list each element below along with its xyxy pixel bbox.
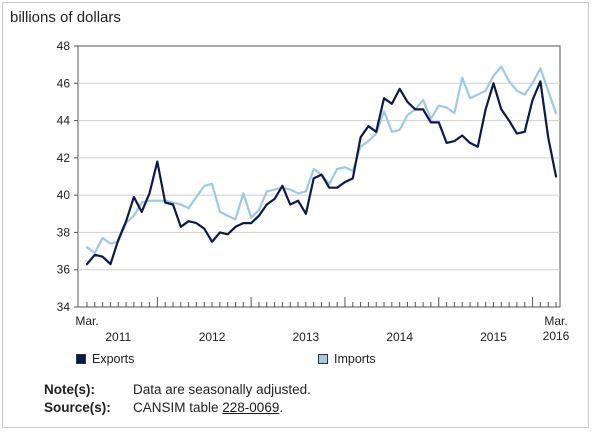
x-year-label-2013: 2013 xyxy=(293,330,320,344)
x-start-label: Mar. xyxy=(75,314,98,328)
y-tick-label-42: 42 xyxy=(57,151,71,165)
notes-block: Note(s): Data are seasonally adjusted. S… xyxy=(44,381,311,417)
y-axis-title: billions of dollars xyxy=(10,9,121,26)
source-table-link[interactable]: 228-0069 xyxy=(222,400,280,415)
y-tick-label-44: 44 xyxy=(57,114,71,128)
legend-item-exports: Exports xyxy=(76,352,134,366)
source-prefix: CANSIM table xyxy=(133,400,223,415)
y-tick-label-40: 40 xyxy=(57,188,71,202)
series-lines xyxy=(85,65,558,266)
y-axis: 34 36 38 40 42 44 46 48 xyxy=(57,39,78,314)
note-label: Note(s): xyxy=(44,382,95,397)
grid-lines xyxy=(78,82,560,271)
source-label: Source(s): xyxy=(44,400,111,415)
legend-item-imports: Imports xyxy=(318,352,376,366)
y-tick-label-34: 34 xyxy=(57,300,71,314)
note-text: Data are seasonally adjusted. xyxy=(133,382,311,397)
x-end-label-bottom: 2016 xyxy=(543,329,570,343)
legend-imports-label: Imports xyxy=(334,352,376,366)
y-tick-label-38: 38 xyxy=(57,225,71,239)
y-tick-label-36: 36 xyxy=(57,263,71,277)
series-line-exports xyxy=(85,80,558,266)
x-year-label-2015: 2015 xyxy=(480,330,507,344)
x-year-label-2014: 2014 xyxy=(386,330,413,344)
legend-exports-label: Exports xyxy=(92,352,135,366)
imports-swatch xyxy=(318,354,328,364)
y-tick-label-48: 48 xyxy=(57,39,71,53)
x-year-label-2012: 2012 xyxy=(199,330,226,344)
source-suffix: . xyxy=(279,400,284,415)
exports-swatch xyxy=(76,354,86,364)
y-tick-label-46: 46 xyxy=(57,76,71,90)
x-year-label-2011: 2011 xyxy=(105,330,131,344)
source-text: CANSIM table 228-0069. xyxy=(133,399,283,417)
x-axis: 2011 2012 2013 2014 2015 xyxy=(86,297,557,344)
note-row: Note(s): Data are seasonally adjusted. xyxy=(44,381,311,399)
source-row: Source(s): CANSIM table 228-0069. xyxy=(44,399,311,417)
x-end-label-top: Mar. xyxy=(544,314,567,328)
